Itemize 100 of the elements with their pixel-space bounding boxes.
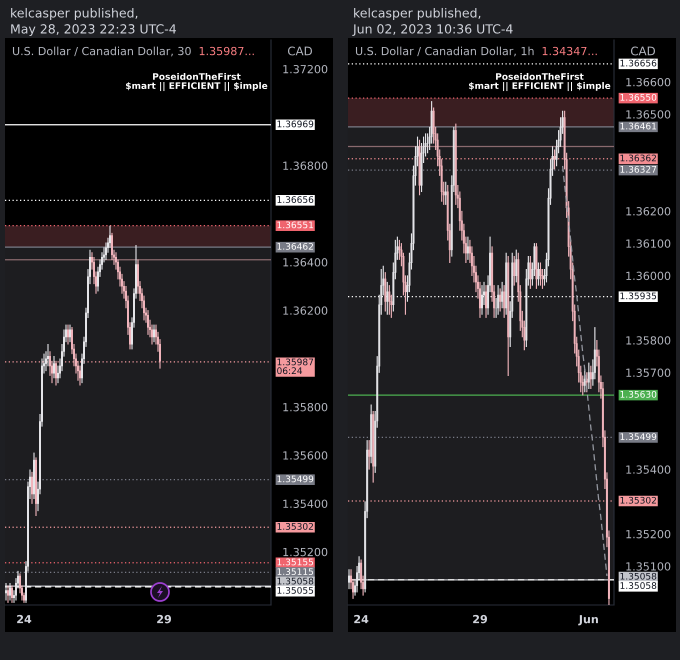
candlestick: [31, 472, 33, 504]
candlestick: [590, 366, 592, 389]
y-tick-label: 1.36200: [626, 207, 670, 216]
candlestick: [153, 324, 155, 342]
y-tick-label: 1.36600: [626, 78, 670, 86]
ref-line-label: 1.35055: [278, 586, 314, 594]
y-tick-label: 1.35800: [283, 402, 328, 412]
annotation: 1.35987...: [200, 46, 254, 56]
candlestick: [9, 582, 11, 600]
y-tick-label: 1.36200: [283, 306, 328, 315]
ref-line-label: 1.36550: [620, 94, 656, 101]
ref-line-label: 1.35499: [278, 475, 314, 482]
candlestick: [368, 440, 370, 470]
y-tick-label: 1.35200: [626, 530, 670, 538]
candlestick: [384, 272, 386, 312]
annotation: 1.34347...: [542, 46, 597, 56]
ref-line-label: 1.35058: [278, 578, 314, 584]
y-tick-label: 1.35800: [626, 336, 670, 345]
candlestick: [588, 362, 590, 389]
ref-line-label: 1.36362: [620, 154, 656, 162]
x-tick-label: 24: [354, 614, 368, 624]
candlestick: [481, 285, 484, 315]
ref-line-label: 1.35155: [278, 558, 314, 566]
y-axis-title: CAD: [630, 46, 656, 56]
ref-line-label: 1.35302: [620, 496, 656, 504]
candlestick: [11, 585, 13, 603]
ref-line-label: 1.35987 06:24: [277, 358, 314, 374]
candlestick: [386, 282, 388, 315]
ref-line-label: 1.35499: [620, 433, 656, 440]
candlestick: [5, 582, 7, 600]
candlestick: [67, 324, 69, 345]
y-tick-label: 1.35100: [626, 562, 670, 571]
chart-subtitle: Jun 02, 2023 10:36 UTC-4: [352, 24, 513, 36]
line-series: [562, 165, 608, 577]
y-tick-label: 1.35400: [626, 465, 670, 474]
y-tick-label: 1.36100: [626, 239, 670, 248]
candlestick: [69, 324, 71, 342]
candlestick: [485, 285, 488, 318]
candlestick: [529, 256, 532, 289]
candlestick: [503, 285, 506, 318]
ref-line-label: 1.35058: [620, 572, 656, 580]
ref-line-label: 1.36327: [620, 166, 656, 173]
y-tick-label: 1.35200: [283, 548, 328, 556]
candlestick: [513, 256, 516, 286]
ref-line-label: 1.35302: [278, 523, 313, 530]
candlestick: [418, 140, 421, 196]
candlestick: [33, 452, 35, 500]
chart-title: kelcasper published,: [354, 8, 480, 20]
ref-line-label: 1.36969: [278, 120, 314, 128]
y-axis-title: CAD: [288, 46, 312, 56]
y-tick-label: 1.36400: [283, 258, 328, 267]
annotation: PoseidonTheFirst $mart || EFFICIENT || $imple: [468, 72, 610, 92]
ref-line-label: 1.35935: [620, 292, 656, 300]
y-tick-label: 1.36500: [626, 110, 670, 119]
candlestick: [515, 250, 518, 282]
ref-line-label: 1.35115: [278, 568, 314, 576]
annotation: PoseidonTheFirst $mart || EFFICIENT || $imple: [126, 72, 268, 92]
candlestick: [539, 262, 542, 286]
candlestick: [501, 282, 504, 308]
ref-line-label: 1.36461: [620, 122, 656, 130]
ref-line-label: 1.36656: [620, 60, 656, 67]
candlestick: [7, 585, 9, 603]
ref-line-label: 1.36462: [278, 242, 313, 250]
x-tick-label: 24: [17, 614, 32, 624]
candlestick: [444, 182, 447, 205]
candlestick: [535, 243, 538, 289]
annotation: U.S. Dollar / Canadian Dollar, 30: [12, 46, 191, 56]
y-tick-label: 1.35700: [626, 368, 670, 377]
x-tick-label: 29: [157, 614, 172, 624]
candlestick: [507, 256, 510, 376]
candlestick: [497, 285, 500, 315]
candlestick: [372, 411, 374, 483]
y-tick-label: 1.35600: [283, 451, 328, 460]
candlestick: [499, 288, 502, 312]
ref-line-label: 1.36656: [278, 196, 314, 203]
candlestick: [505, 252, 508, 315]
ref-line-label: 1.35058: [620, 582, 656, 589]
candlestick: [537, 262, 540, 286]
candlestick: [35, 457, 37, 516]
candlestick: [55, 360, 57, 386]
ref-line-label: 1.35630: [620, 390, 656, 398]
candlestick: [454, 124, 457, 205]
candlestick: [584, 369, 586, 392]
chart-title: kelcasper published,: [11, 8, 138, 20]
x-tick-label: Jun: [578, 615, 598, 626]
candlestick: [348, 569, 350, 590]
y-tick-label: 1.37200: [283, 64, 328, 74]
y-tick-label: 1.36000: [626, 272, 670, 280]
candlestick: [466, 236, 469, 260]
candlestick: [554, 149, 556, 170]
x-tick-label: 29: [473, 614, 488, 624]
ref-line-label: 1.36551: [278, 221, 314, 228]
chart-subtitle: May 28, 2023 22:23 UTC-4: [11, 24, 176, 36]
candlestick: [147, 310, 149, 335]
y-tick-label: 1.36800: [283, 162, 328, 170]
y-tick-label: 1.35400: [283, 500, 328, 508]
annotation: U.S. Dollar / Canadian Dollar, 1h: [356, 46, 534, 56]
candlestick: [388, 285, 390, 315]
candlestick: [53, 356, 55, 378]
candlestick: [370, 404, 372, 464]
